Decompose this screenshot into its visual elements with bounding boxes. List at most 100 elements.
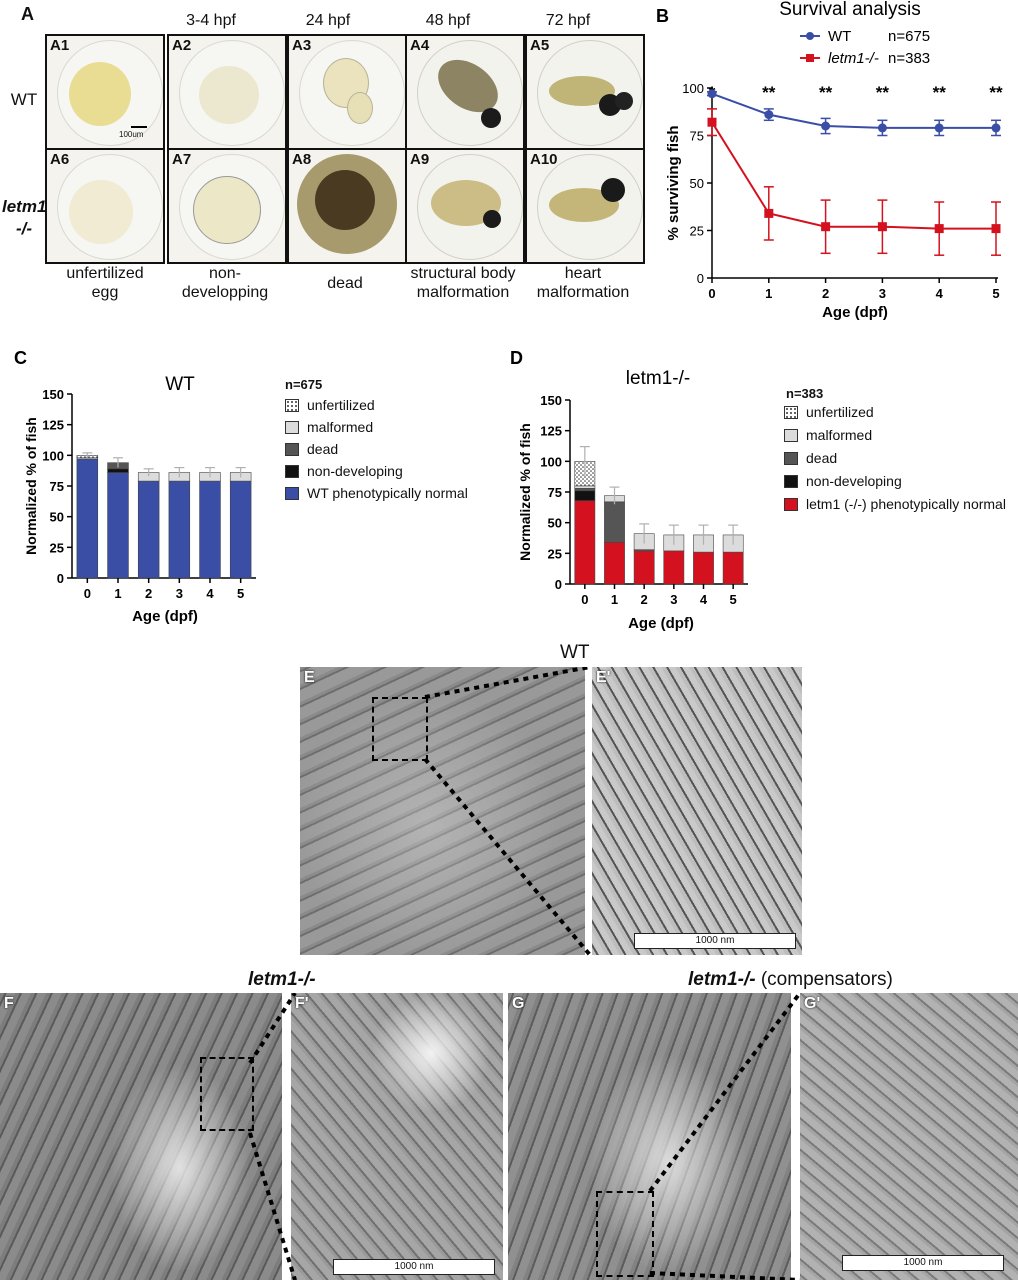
legend-mut-marker <box>806 54 814 62</box>
legend-item: non-developing <box>285 463 403 479</box>
legend-label: dead <box>806 450 838 466</box>
b-ytick-label: 75 <box>690 129 704 144</box>
tile-a8: A8 <box>287 148 407 264</box>
em-wt-zoom: E' 1000 nm <box>592 667 802 955</box>
c-ytick-label: 0 <box>57 571 64 586</box>
panel-c-title: WT <box>165 374 195 395</box>
em-compensator-zoom: G' 1000 nm <box>800 993 1018 1280</box>
c-ytick-label: 50 <box>50 510 64 525</box>
legend-label: malformed <box>307 419 374 435</box>
c-bar-segment <box>107 468 129 473</box>
panel-c-wt-bar-chart: C WT 0 25 50 75 100 125 150 0 1 2 3 4 5 Normalized … <box>14 348 256 625</box>
legend-wt-name: WT <box>828 28 851 45</box>
tile-a3: A3 <box>287 34 407 150</box>
panel-c-xlabel: Age (dpf) <box>132 608 198 625</box>
b-point-letm1 <box>764 208 774 218</box>
legend-item: WT phenotypically normal <box>285 485 468 501</box>
panel-g-title: letm1-/- (compensators) <box>688 969 893 990</box>
caption-structural: structural body malformation <box>410 265 516 301</box>
d-ytick-label: 0 <box>555 577 562 592</box>
panel-a-label: A <box>21 4 34 24</box>
c-ytick-label: 100 <box>42 448 64 463</box>
tile-a5: A5 <box>525 34 645 150</box>
legend-swatch <box>784 474 798 488</box>
panel-d-n: n=383 <box>786 386 824 401</box>
em-compensator-overview: G <box>508 993 791 1280</box>
c-bar-segment <box>199 480 221 579</box>
stage-header-3-4hpf: 3-4 hpf <box>186 12 236 29</box>
panel-d-ylabel: Normalized % of fish <box>517 423 533 561</box>
legend-wt-n: n=675 <box>888 28 930 45</box>
row-label-letm1: letm1 -/- <box>2 197 47 238</box>
legend-swatch <box>784 497 798 511</box>
em-wt-inset-box <box>372 697 428 761</box>
d-bar-segment <box>604 541 625 585</box>
c-ytick-label: 150 <box>42 387 64 402</box>
legend-swatch <box>285 420 299 434</box>
legend-item: non-developing <box>784 473 902 489</box>
legend-label: unfertilized <box>806 404 874 420</box>
b-significance-mark: ** <box>819 83 833 102</box>
d-bar-segment <box>574 485 596 489</box>
panel-b-survival-chart: B Survival analysis WT n=675 letm1-/- n=… <box>656 0 1003 321</box>
b-ytick-label: 25 <box>690 224 704 239</box>
legend-label: non-developing <box>806 473 902 489</box>
b-xtick-label: 1 <box>765 286 772 301</box>
b-series-line-1 <box>711 121 996 230</box>
d-xtick-label: 3 <box>670 592 677 607</box>
em-compensator-inset-box <box>596 1191 654 1277</box>
d-xtick-label: 4 <box>700 592 708 607</box>
d-bar-segment <box>574 500 596 585</box>
panel-c-label: C <box>14 348 27 368</box>
b-ytick-label: 50 <box>690 176 704 191</box>
tile-a9: A9 <box>405 148 525 264</box>
d-bar-segment <box>574 490 596 501</box>
b-xtick-label: 2 <box>822 286 829 301</box>
legend-item: malformed <box>285 419 373 435</box>
d-xtick-label: 5 <box>730 592 737 607</box>
b-significance-mark: ** <box>762 83 776 102</box>
legend-label: malformed <box>806 427 873 443</box>
c-xtick-label: 4 <box>206 586 214 601</box>
stage-header-72hpf: 72 hpf <box>545 12 591 29</box>
stage-header-48hpf: 48 hpf <box>425 12 471 29</box>
b-xtick-label: 5 <box>992 286 999 301</box>
legend-swatch <box>784 405 798 419</box>
legend-mut-name: letm1-/- <box>828 50 879 67</box>
legend-item: malformed <box>784 427 872 443</box>
tile-a7: A7 <box>167 148 287 264</box>
panel-b-label: B <box>656 6 669 26</box>
panel-e-title: WT <box>560 642 590 663</box>
legend-label: non-developing <box>307 463 403 479</box>
tile-a10: A10 <box>525 148 645 264</box>
panel-f-title: letm1-/- <box>248 969 316 990</box>
panel-d-letm1-bar-chart: D letm1-/- 0 25 50 75 100 125 150 0 1 2 3 4 5 Norma… <box>510 348 748 632</box>
panel-b-title: Survival analysis <box>779 0 921 20</box>
panel-b-xlabel: Age (dpf) <box>822 304 888 321</box>
c-xtick-label: 0 <box>84 586 91 601</box>
b-xtick-label: 4 <box>936 286 944 301</box>
d-ytick-label: 25 <box>548 546 562 561</box>
row-label-wt: WT <box>10 90 38 109</box>
b-significance-mark: ** <box>989 83 1003 102</box>
b-significance-mark: ** <box>933 83 947 102</box>
c-bar-segment <box>76 458 99 579</box>
b-point-letm1 <box>877 222 887 232</box>
legend-mut-n: n=383 <box>888 50 930 67</box>
em-letm1-inset-box <box>200 1057 254 1131</box>
b-point-wt <box>707 89 717 99</box>
em-wt-overview: E <box>300 667 585 955</box>
legend-wt-marker <box>806 32 814 40</box>
em-letm1-zoom-lines <box>248 993 297 1280</box>
legend-swatch <box>285 398 299 412</box>
b-significance-mark: ** <box>876 83 890 102</box>
d-ytick-label: 75 <box>548 485 562 500</box>
tile-a2: A2 <box>167 34 287 150</box>
c-ytick-label: 75 <box>50 479 64 494</box>
em-compensator-zoom-lines <box>648 993 802 1280</box>
legend-swatch <box>784 428 798 442</box>
c-xtick-label: 3 <box>176 586 183 601</box>
legend-item: dead <box>285 441 338 457</box>
legend-item: dead <box>784 450 837 466</box>
d-bar-segment <box>722 551 744 585</box>
